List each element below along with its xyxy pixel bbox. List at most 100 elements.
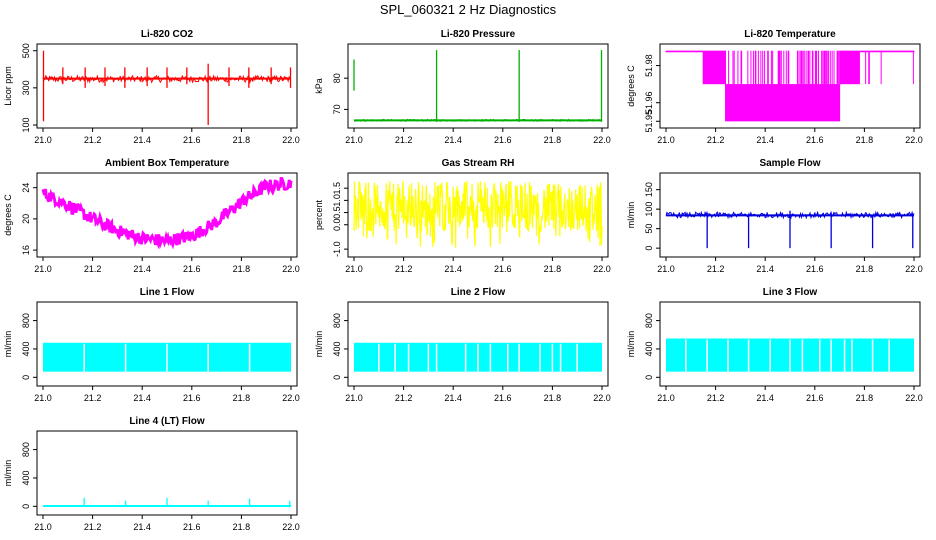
- x-tick-label: 22.0: [905, 135, 923, 145]
- y-tick-label: 0.5: [332, 206, 342, 219]
- x-tick-label: 21.0: [34, 264, 52, 274]
- chart-title: Line 3 Flow: [763, 287, 818, 298]
- y-tick-label: 0: [21, 504, 31, 509]
- y-tick-label: 100: [644, 202, 654, 217]
- y-tick-label: 100: [21, 117, 31, 132]
- x-tick-label: 21.0: [345, 393, 363, 403]
- y-axis-label: ml/min: [3, 460, 13, 487]
- plot-frame: [347, 301, 609, 387]
- x-tick-label: 21.6: [183, 264, 201, 274]
- x-tick-label: 21.4: [444, 135, 462, 145]
- data-layer: [665, 50, 915, 122]
- chart-title: Li-820 Temperature: [744, 29, 836, 40]
- x-tick-label: 21.4: [444, 393, 462, 403]
- x-tick-label: 22.0: [282, 135, 300, 145]
- chart-panel-3: Li-820 Temperature degrees C 21.0 21.2 21.4 2…: [626, 29, 923, 145]
- x-tick-label: 21.8: [856, 393, 874, 403]
- y-tick-label: 1.0: [332, 194, 342, 207]
- x-tick-label: 21.0: [34, 522, 52, 532]
- y-tick-label: 80: [332, 73, 342, 83]
- plot-frame: [347, 172, 609, 258]
- y-axis-label: ml/min: [626, 202, 636, 229]
- data-layer: [42, 50, 292, 125]
- x-tick-label: 21.2: [84, 135, 102, 145]
- y-tick-label: 300: [21, 80, 31, 95]
- data-layer: [665, 210, 915, 249]
- x-tick-label: 21.2: [707, 393, 725, 403]
- y-tick-label: 800: [644, 313, 654, 328]
- y-tick-label: 0: [332, 375, 342, 380]
- x-tick-label: 22.0: [905, 264, 923, 274]
- y-axis-label: kPa: [314, 78, 324, 94]
- y-axis-label: Licor ppm: [3, 66, 13, 106]
- data-layer: [353, 180, 603, 248]
- data-layer: [41, 177, 293, 250]
- x-tick-label: 21.2: [395, 135, 413, 145]
- y-tick-label: 800: [21, 442, 31, 457]
- x-tick-label: 21.0: [345, 264, 363, 274]
- data-layer: [666, 338, 914, 372]
- x-tick-label: 22.0: [282, 393, 300, 403]
- x-tick-label: 21.4: [133, 522, 151, 532]
- x-tick-label: 21.6: [494, 264, 512, 274]
- y-tick-label: 500: [21, 43, 31, 58]
- y-tick-label: 150: [644, 182, 654, 197]
- chart-panel-5: Gas Stream RH percent 21.0 21.2 21.4 21.6 21.8…: [314, 158, 611, 274]
- x-tick-label: 21.6: [183, 135, 201, 145]
- x-tick-label: 22.0: [593, 264, 611, 274]
- data-layer: [353, 50, 603, 123]
- x-tick-label: 21.2: [395, 264, 413, 274]
- chart-title: Ambient Box Temperature: [105, 158, 230, 169]
- x-tick-label: 21.8: [544, 135, 562, 145]
- x-tick-label: 21.4: [444, 264, 462, 274]
- y-tick-label: 800: [21, 313, 31, 328]
- chart-title: Line 4 (LT) Flow: [129, 416, 205, 427]
- x-tick-label: 21.8: [856, 135, 874, 145]
- data-layer: [43, 342, 291, 372]
- y-tick-label: 400: [644, 341, 654, 356]
- x-tick-label: 21.6: [806, 135, 824, 145]
- x-tick-label: 21.8: [544, 264, 562, 274]
- x-tick-label: 21.0: [657, 393, 675, 403]
- chart-panel-6: Sample Flow ml/min 21.0 21.2 21.4 21.6 21.8 22.…: [626, 158, 923, 274]
- y-tick-label: 51.98: [644, 54, 654, 77]
- x-tick-label: 21.4: [133, 135, 151, 145]
- y-axis-label: percent: [314, 199, 324, 230]
- y-axis-label: degrees C: [626, 65, 636, 107]
- y-tick-label: 800: [332, 313, 342, 328]
- x-tick-label: 21.4: [133, 393, 151, 403]
- x-tick-label: 22.0: [282, 264, 300, 274]
- y-tick-label: 20: [21, 214, 31, 224]
- y-tick-label: 16: [21, 245, 31, 255]
- y-tick-label: 0.0: [332, 218, 342, 231]
- x-tick-label: 21.6: [183, 393, 201, 403]
- y-tick-label: 0: [21, 375, 31, 380]
- x-tick-label: 21.2: [84, 264, 102, 274]
- x-tick-label: 21.6: [806, 264, 824, 274]
- x-tick-label: 21.0: [657, 264, 675, 274]
- plot-frame: [659, 172, 921, 258]
- chart-title: Line 2 Flow: [451, 287, 506, 298]
- x-tick-label: 22.0: [905, 393, 923, 403]
- series-line: [353, 180, 603, 248]
- y-tick-label: -1.0: [332, 241, 342, 257]
- y-axis-label: degrees C: [3, 194, 13, 236]
- y-tick-label: 0: [644, 246, 654, 251]
- y-tick-label: 400: [332, 341, 342, 356]
- x-tick-label: 21.2: [84, 393, 102, 403]
- x-tick-label: 21.8: [233, 393, 251, 403]
- chart-title: Line 1 Flow: [140, 287, 195, 298]
- x-tick-label: 22.0: [282, 522, 300, 532]
- data-layer: [42, 497, 292, 507]
- plot-frame: [36, 43, 298, 129]
- chart-panel-10: Line 4 (LT) Flow ml/min 21.0 21.2 21.4 21.6 21…: [3, 416, 300, 532]
- x-tick-label: 21.4: [133, 264, 151, 274]
- y-tick-label: 51.96: [644, 91, 654, 114]
- y-tick-label: 1.5: [332, 182, 342, 195]
- chart-panel-8: Line 2 Flow ml/min 21.0 21.2 21.4 21.6 21.8 22.…: [314, 287, 611, 403]
- x-tick-label: 21.4: [756, 393, 774, 403]
- x-tick-label: 21.2: [395, 393, 413, 403]
- chart-title: Li-820 Pressure: [441, 29, 516, 40]
- y-tick-label: 0: [644, 375, 654, 380]
